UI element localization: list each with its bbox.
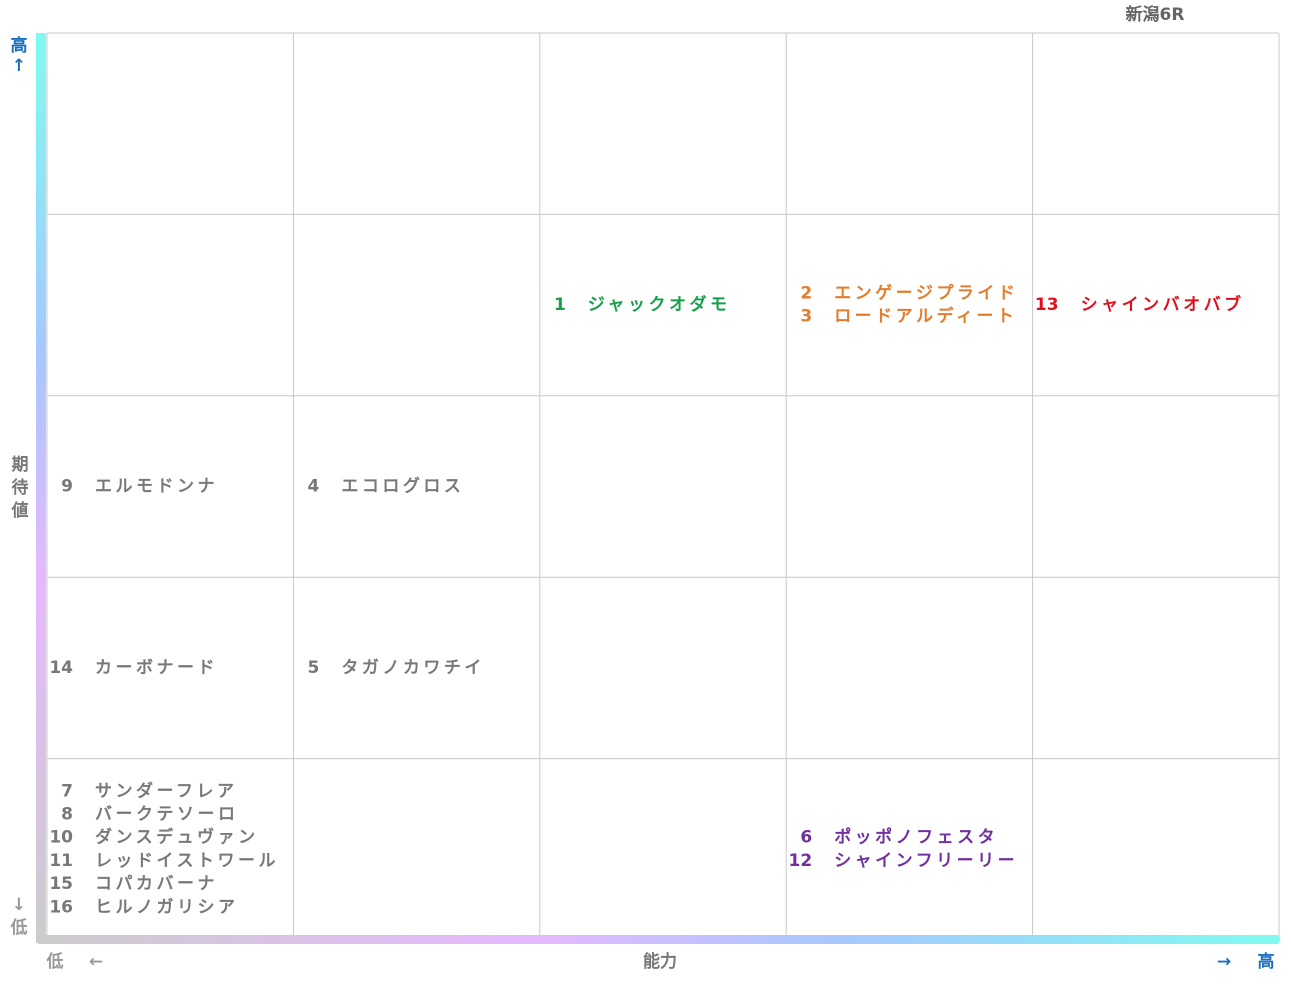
entry-name: カーボナード bbox=[95, 658, 218, 678]
entry-number: 14 bbox=[49, 658, 73, 678]
entry-number: 13 bbox=[1035, 295, 1059, 315]
entry-number: 9 bbox=[61, 477, 73, 497]
entry-name: ダンスデュヴァン bbox=[95, 827, 259, 848]
entry-name: バークテソーロ bbox=[95, 805, 239, 825]
x-high-arrow: → bbox=[1217, 952, 1231, 972]
y-low: 低 bbox=[10, 917, 28, 938]
entry-number: 15 bbox=[49, 874, 73, 894]
y-low-arrow: ↓ bbox=[12, 895, 26, 915]
entry-name: コパカバーナ bbox=[95, 874, 218, 894]
x-low: 低 bbox=[46, 951, 64, 972]
y-high: 高 bbox=[11, 35, 28, 56]
entry-number: 16 bbox=[49, 897, 73, 917]
entry-name: シャインバオバブ bbox=[1081, 294, 1245, 315]
y-axis-bar bbox=[36, 33, 46, 943]
entry-number: 4 bbox=[308, 477, 320, 497]
entry-number: 7 bbox=[61, 781, 73, 801]
x-high: 高 bbox=[1258, 951, 1275, 972]
entry-number: 8 bbox=[61, 805, 73, 825]
entry-name: エルモドンナ bbox=[95, 477, 218, 497]
entry-number: 5 bbox=[308, 658, 320, 678]
entry-name: レッドイストワール bbox=[95, 851, 279, 871]
entry-name: タガノカワチイ bbox=[341, 658, 485, 678]
entry-name: ロードアルディート bbox=[834, 306, 1017, 327]
entry-number: 10 bbox=[49, 828, 73, 848]
entry-name: サンダーフレア bbox=[95, 780, 237, 801]
entry-number: 11 bbox=[49, 851, 73, 871]
entry-name: エコログロス bbox=[341, 476, 464, 497]
entry-name: シャインフリーリー bbox=[834, 851, 1018, 871]
x-low-arrow: ← bbox=[89, 952, 103, 972]
y-label: 期待値 bbox=[11, 455, 29, 521]
entry-name: エンゲージプライド bbox=[834, 283, 1018, 304]
entry-number: 6 bbox=[800, 828, 812, 848]
entry-number: 3 bbox=[800, 307, 812, 327]
entry-number: 1 bbox=[554, 295, 566, 315]
x-label: 能力 bbox=[643, 951, 677, 972]
x-axis-bar bbox=[36, 935, 1280, 944]
entry-name: ポッポノフェスタ bbox=[834, 827, 998, 848]
y-high-arrow: ↑ bbox=[12, 56, 26, 76]
grid: 1 ジャックオダモ 2 エンゲージプライド 3 ロードアルディート 13 シャインバオバブ 9 エ… bbox=[46, 32, 1280, 941]
entry-name: ヒルノガリシア bbox=[95, 897, 239, 917]
title: 新潟6R bbox=[1126, 4, 1185, 25]
entry-number: 2 bbox=[800, 284, 812, 304]
entry-name: ジャックオダモ bbox=[588, 294, 731, 315]
entry-number: 12 bbox=[789, 851, 813, 871]
